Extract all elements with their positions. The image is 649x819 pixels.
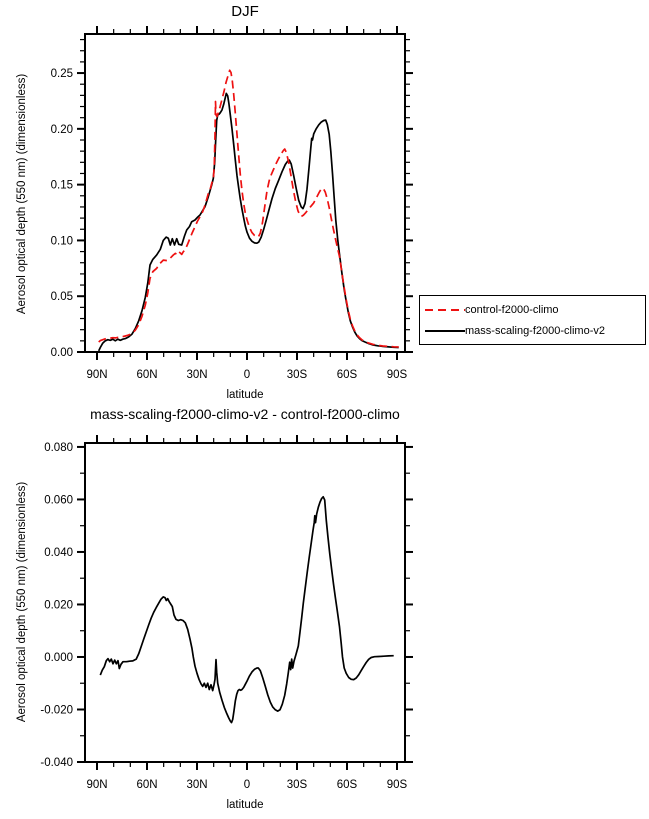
svg-text:0.040: 0.040 <box>44 547 73 559</box>
svg-text:0.15: 0.15 <box>51 180 73 192</box>
svg-text:60S: 60S <box>337 779 358 791</box>
bottom-y-axis-label: Aerosol optical depth (550 nm) (dimensio… <box>16 481 28 723</box>
bottom-x-axis-label: latitude <box>226 799 264 811</box>
svg-text:0.20: 0.20 <box>51 124 73 136</box>
svg-text:0.000: 0.000 <box>44 652 73 664</box>
svg-text:-0.040: -0.040 <box>40 757 73 769</box>
top-x-axis-label: latitude <box>226 389 264 401</box>
svg-text:90N: 90N <box>86 369 107 381</box>
svg-text:0: 0 <box>244 369 250 381</box>
legend: control-f2000-climo mass-scaling-f2000-c… <box>419 295 646 345</box>
svg-text:-0.020: -0.020 <box>40 704 73 716</box>
svg-text:0.10: 0.10 <box>51 235 73 247</box>
legend-item-control: control-f2000-climo <box>420 303 645 317</box>
legend-label-control: control-f2000-climo <box>465 303 559 316</box>
bottom-chart-title: mass-scaling-f2000-climo-v2 - control-f2… <box>90 406 400 422</box>
svg-text:0.25: 0.25 <box>51 68 73 80</box>
svg-text:0.020: 0.020 <box>44 599 73 611</box>
svg-text:90S: 90S <box>387 369 408 381</box>
legend-item-mass-scaling: mass-scaling-f2000-climo-v2 <box>420 324 645 338</box>
top-y-axis-label: Aerosol optical depth (550 nm) (dimensio… <box>16 73 28 315</box>
svg-text:30S: 30S <box>287 369 308 381</box>
svg-text:0: 0 <box>244 779 250 791</box>
svg-text:0.05: 0.05 <box>51 291 73 303</box>
svg-text:30N: 30N <box>186 369 207 381</box>
legend-line-sample-solid-black <box>425 329 465 332</box>
svg-text:60N: 60N <box>136 369 157 381</box>
svg-text:90N: 90N <box>86 779 107 791</box>
svg-text:30N: 30N <box>186 779 207 791</box>
svg-text:0.060: 0.060 <box>44 494 73 506</box>
svg-text:90S: 90S <box>387 779 408 791</box>
svg-text:0.080: 0.080 <box>44 442 73 454</box>
svg-text:60S: 60S <box>337 369 358 381</box>
top-chart-title: DJF <box>231 3 259 20</box>
legend-label-mass-scaling: mass-scaling-f2000-climo-v2 <box>465 324 605 337</box>
svg-text:0.00: 0.00 <box>51 347 73 359</box>
legend-line-sample-dashed-red <box>425 308 465 311</box>
svg-text:30S: 30S <box>287 779 308 791</box>
svg-text:60N: 60N <box>136 779 157 791</box>
